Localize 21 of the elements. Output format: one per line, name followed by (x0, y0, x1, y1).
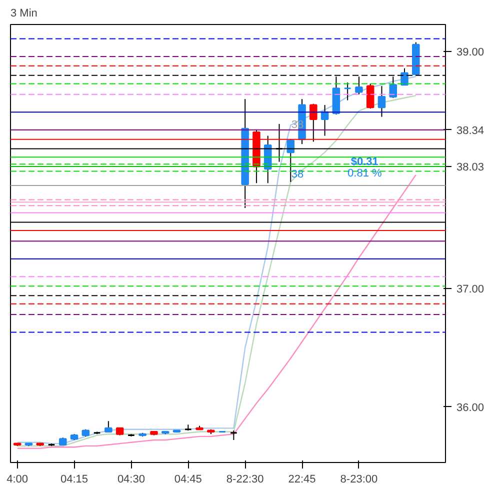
x-tick-label: 22:45 (288, 474, 316, 486)
candlestick (344, 82, 352, 101)
x-tick-label: 04:45 (174, 474, 202, 486)
y-tick-label: 38.34 (456, 124, 484, 137)
annotation: 38 (291, 118, 304, 131)
chart-title: 3 Min (10, 8, 38, 20)
x-tick-label: 04:15 (60, 474, 88, 486)
y-tick-label: 36.00 (456, 402, 484, 414)
candlestick (378, 86, 386, 118)
x-tick-label: 4:00 (6, 474, 28, 486)
x-tick-label: 8-23:00 (340, 474, 378, 486)
x-tick-label: 8-22:30 (226, 474, 264, 486)
candlestick (366, 83, 374, 110)
annotation: 38 (291, 168, 304, 181)
y-tick-label: 37.00 (456, 283, 484, 296)
y-tick-label: 39.00 (456, 46, 484, 59)
candlestick (230, 430, 238, 441)
candlestick (355, 76, 363, 95)
x-tick-label: 04:30 (117, 474, 145, 486)
y-tick-label: 38.03 (456, 162, 484, 174)
candlestick (104, 420, 112, 432)
